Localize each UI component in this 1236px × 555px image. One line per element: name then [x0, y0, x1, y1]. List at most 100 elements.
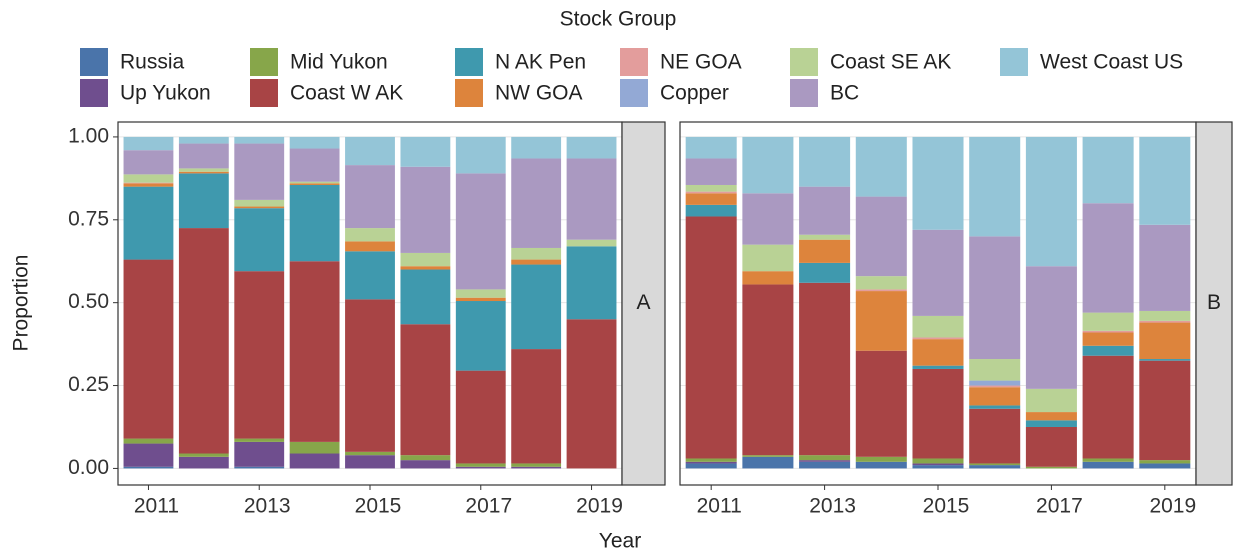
bar-segment — [685, 461, 737, 464]
bar-segment — [345, 251, 395, 300]
legend-label: Russia — [120, 51, 185, 74]
x-tick-label: 2015 — [923, 495, 970, 518]
bar-segment — [969, 359, 1021, 381]
x-tick-label: 2015 — [355, 495, 402, 518]
bar-segment — [1025, 420, 1077, 427]
legend-swatch — [1000, 48, 1028, 76]
bar-segment — [685, 458, 737, 462]
bar-segment — [912, 229, 964, 316]
bar-segment — [345, 228, 395, 242]
y-tick-label: 0.25 — [68, 373, 109, 396]
bar-segment — [1139, 360, 1191, 461]
bar-segment — [969, 465, 1021, 469]
bar-segment — [855, 289, 907, 292]
bar-segment — [345, 241, 395, 252]
x-tick-label: 2013 — [809, 495, 856, 518]
legend-label: NW GOA — [495, 82, 583, 105]
bar-segment — [969, 380, 1021, 386]
bar-segment — [345, 299, 395, 452]
bar-segment — [799, 460, 851, 462]
bar-segment — [1139, 463, 1191, 469]
bar-segment — [1025, 266, 1077, 389]
bar-segment — [455, 370, 506, 464]
bar-segment — [912, 339, 964, 366]
bar-segment — [123, 443, 174, 467]
bar-segment — [234, 136, 285, 144]
bar-segment — [1139, 320, 1191, 323]
bar-segment — [799, 136, 851, 187]
bar-segment — [289, 183, 340, 185]
bar-segment — [742, 456, 794, 469]
bar-segment — [912, 365, 964, 369]
bar-segment — [742, 136, 794, 194]
bar-segment — [1025, 426, 1077, 467]
x-tick-label: 2013 — [244, 495, 291, 518]
legend-label: Mid Yukon — [290, 51, 388, 74]
x-axis-label: Year — [599, 530, 641, 553]
bar-segment — [1139, 322, 1191, 360]
bar-segment — [855, 461, 907, 469]
bar-segment — [345, 455, 395, 469]
bar-segment — [685, 184, 737, 192]
bar-segment — [1082, 355, 1134, 459]
bar-segment — [1139, 310, 1191, 321]
bar-segment — [178, 143, 229, 169]
bar-segment — [799, 186, 851, 235]
bar-segment — [178, 453, 229, 457]
bar-segment — [799, 239, 851, 263]
bar-segment — [400, 324, 451, 456]
bar-segment — [969, 136, 1021, 237]
bar-segment — [969, 408, 1021, 464]
bar-segment — [855, 456, 907, 462]
bar-segment — [234, 441, 285, 467]
bar-segment — [400, 460, 451, 469]
bar-segment — [455, 466, 506, 469]
bar-segment — [912, 458, 964, 464]
bar-segment — [400, 252, 451, 267]
facet-strip — [1195, 121, 1233, 486]
legend-swatch — [790, 48, 818, 76]
bar-segment — [234, 271, 285, 439]
bar-segment — [289, 148, 340, 182]
bar-segment — [400, 455, 451, 461]
bar-segment — [400, 269, 451, 325]
bar-segment — [123, 150, 174, 175]
bar-segment — [123, 182, 174, 184]
bar-segment — [685, 158, 737, 185]
bar-segment — [969, 463, 1021, 466]
bar-segment — [1082, 312, 1134, 331]
bar-segment — [912, 337, 964, 340]
bar-segment — [178, 456, 229, 469]
bar-segment — [685, 193, 737, 205]
bar-segment — [799, 234, 851, 240]
bar-segment — [1025, 136, 1077, 267]
bar-segment — [1025, 412, 1077, 421]
bar-segment — [455, 297, 506, 302]
bar-segment — [345, 165, 395, 229]
bar-segment — [511, 136, 562, 159]
bar-segment — [123, 183, 174, 187]
legend-swatch — [80, 48, 108, 76]
x-tick-label: 2011 — [697, 495, 742, 518]
bar-segment — [685, 191, 737, 194]
bar-segment — [685, 216, 737, 459]
legend-swatch — [620, 79, 648, 107]
bar-segment — [799, 262, 851, 283]
bar-segment — [455, 136, 506, 174]
bar-segment — [234, 206, 285, 209]
legend-label: Up Yukon — [120, 82, 211, 105]
legend-label: BC — [830, 82, 859, 105]
bar-segment — [1139, 359, 1191, 361]
bar-segment — [234, 208, 285, 272]
bar-segment — [685, 136, 737, 159]
bar-segment — [511, 466, 562, 469]
bar-segment — [234, 466, 285, 469]
bar-segment — [855, 350, 907, 457]
bar-segment — [511, 264, 562, 350]
bar-segment — [799, 455, 851, 461]
bar-segment — [400, 266, 451, 270]
bar-segment — [123, 136, 174, 151]
facet-strip — [621, 121, 666, 486]
bar-segment — [289, 441, 340, 454]
